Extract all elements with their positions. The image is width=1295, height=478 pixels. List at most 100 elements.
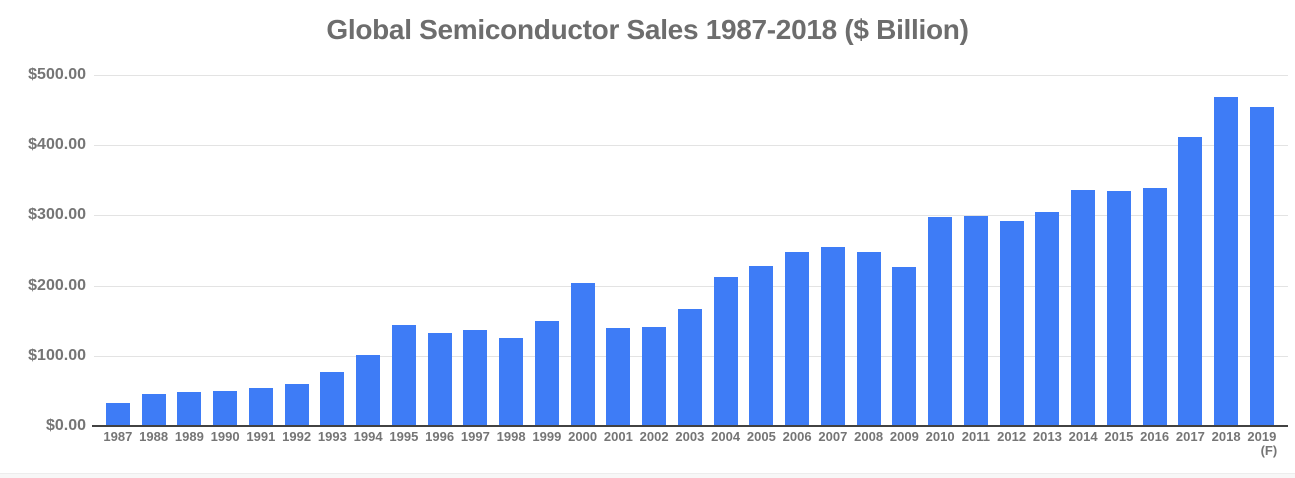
bar-2004 [713,276,738,426]
bar-2012 [999,221,1024,426]
bar-1988 [141,394,166,426]
chart-bottom-edge [0,473,1295,478]
gridline-500 [94,75,1288,76]
bar-1993 [320,371,345,426]
bar-2010 [928,216,953,426]
x-tick-label-year: 1996 [425,429,455,444]
bar-slot-2006 [779,75,815,426]
x-tick-label-year: 1988 [139,429,169,444]
y-tick-label-300: $300.00 [28,206,86,224]
bar-2003 [677,309,702,426]
x-tick-label-year: 2008 [854,429,884,444]
x-tick-label-year: 2001 [603,429,633,444]
bar-2018 [1214,96,1239,426]
bar-1995 [391,324,416,426]
x-tick-label-year: 2015 [1104,429,1134,444]
x-tick-label-year: 2006 [782,429,812,444]
chart-title: Global Semiconductor Sales 1987-2018 ($ … [326,14,969,45]
bar-slot-1987 [100,75,136,426]
x-tick-label-2012: 2012 [994,430,1030,458]
x-tick-label-year: 1995 [389,429,419,444]
x-tick-label-1994: 1994 [350,430,386,458]
x-tick-label-2002: 2002 [636,430,672,458]
bar-slot-1996 [422,75,458,426]
bar-2007 [820,246,845,426]
bar-1990 [213,390,238,426]
x-tick-label-year: 2012 [997,429,1027,444]
y-tick-label-500: $500.00 [28,66,86,83]
bar-slot-1990 [207,75,243,426]
x-tick-label-2007: 2007 [815,430,851,458]
x-tick-label-year: 2017 [1175,429,1205,444]
x-tick-label-year: 2003 [675,429,705,444]
gridline-300 [94,215,1288,217]
bar-slot-2003 [672,75,708,426]
x-tick-label-year: 1990 [210,429,240,444]
bar-2002 [642,327,667,426]
bar-slot-1997 [458,75,494,426]
bar-slot-2019 [1244,75,1280,426]
bar-slot-2009 [887,75,923,426]
bar-slot-2013 [1030,75,1066,426]
x-tick-label-year: 1993 [317,429,347,444]
x-tick-label-1993: 1993 [315,430,351,458]
x-tick-label-year: 2004 [711,429,741,444]
bar-2005 [749,266,774,426]
x-tick-label-year: 1997 [460,429,490,444]
x-tick-label-year: 1989 [174,429,204,444]
bar-slot-1988 [136,75,172,426]
x-tick-label-2016: 2016 [1137,430,1173,458]
bar-slot-2002 [636,75,672,426]
bar-slot-2005 [744,75,780,426]
bar-1997 [463,329,488,426]
bar-1996 [427,333,452,426]
x-tick-label-2004: 2004 [708,430,744,458]
bar-1998 [499,337,524,426]
x-tick-label-1997: 1997 [458,430,494,458]
bar-slot-1998 [493,75,529,426]
x-tick-label-1990: 1990 [207,430,243,458]
bar-slot-2017 [1173,75,1209,426]
y-tick-label-0: $0.00 [45,417,86,434]
x-tick-label-year: 2010 [925,429,955,444]
bar-1991 [248,387,273,426]
x-tick-label-year: 1992 [282,429,312,444]
x-tick-label-year: 2005 [746,429,776,444]
x-tick-label-year: 2016 [1140,429,1170,444]
x-tick-label-2000: 2000 [565,430,601,458]
x-tick-label-2009: 2009 [887,430,923,458]
x-tick-label-2015: 2015 [1101,430,1137,458]
bar-slot-2008 [851,75,887,426]
x-tick-label-year: 2011 [961,429,990,444]
x-tick-label-year: 1998 [496,429,526,444]
x-tick-label-2005: 2005 [744,430,780,458]
x-tick-label-year: 2007 [818,429,848,444]
x-tick-label-1991: 1991 [243,430,279,458]
x-tick-label-2006: 2006 [779,430,815,458]
x-tick-label-1998: 1998 [493,430,529,458]
x-tick-label-year: 1991 [246,429,276,444]
x-tick-label-2008: 2008 [851,430,887,458]
bar-1987 [105,402,130,426]
bar-slot-1989 [172,75,208,426]
bar-2011 [963,215,988,426]
x-tick-label-year: 2013 [1032,429,1062,444]
x-tick-label-2003: 2003 [672,430,708,458]
bar-2015 [1106,190,1131,426]
x-tick-label-year: 2002 [639,429,669,444]
x-tick-label-2019: 2019 (F) [1244,430,1280,458]
x-tick-label-2010: 2010 [922,430,958,458]
x-tick-label-2017: 2017 [1173,430,1209,458]
bar-slot-2018 [1208,75,1244,426]
x-tick-label-year: 1987 [103,429,133,444]
x-tick-label-year: 2018 [1211,429,1241,444]
bar-1994 [356,354,381,426]
x-tick-label-1987: 1987 [100,430,136,458]
forecast-indicator: (F) [1260,443,1278,458]
x-axis-line [92,425,1288,427]
x-tick-label-year: 2019 [1247,429,1277,444]
bar-2013 [1035,211,1060,426]
bar-1992 [284,384,309,426]
bar-2019 [1249,107,1274,426]
